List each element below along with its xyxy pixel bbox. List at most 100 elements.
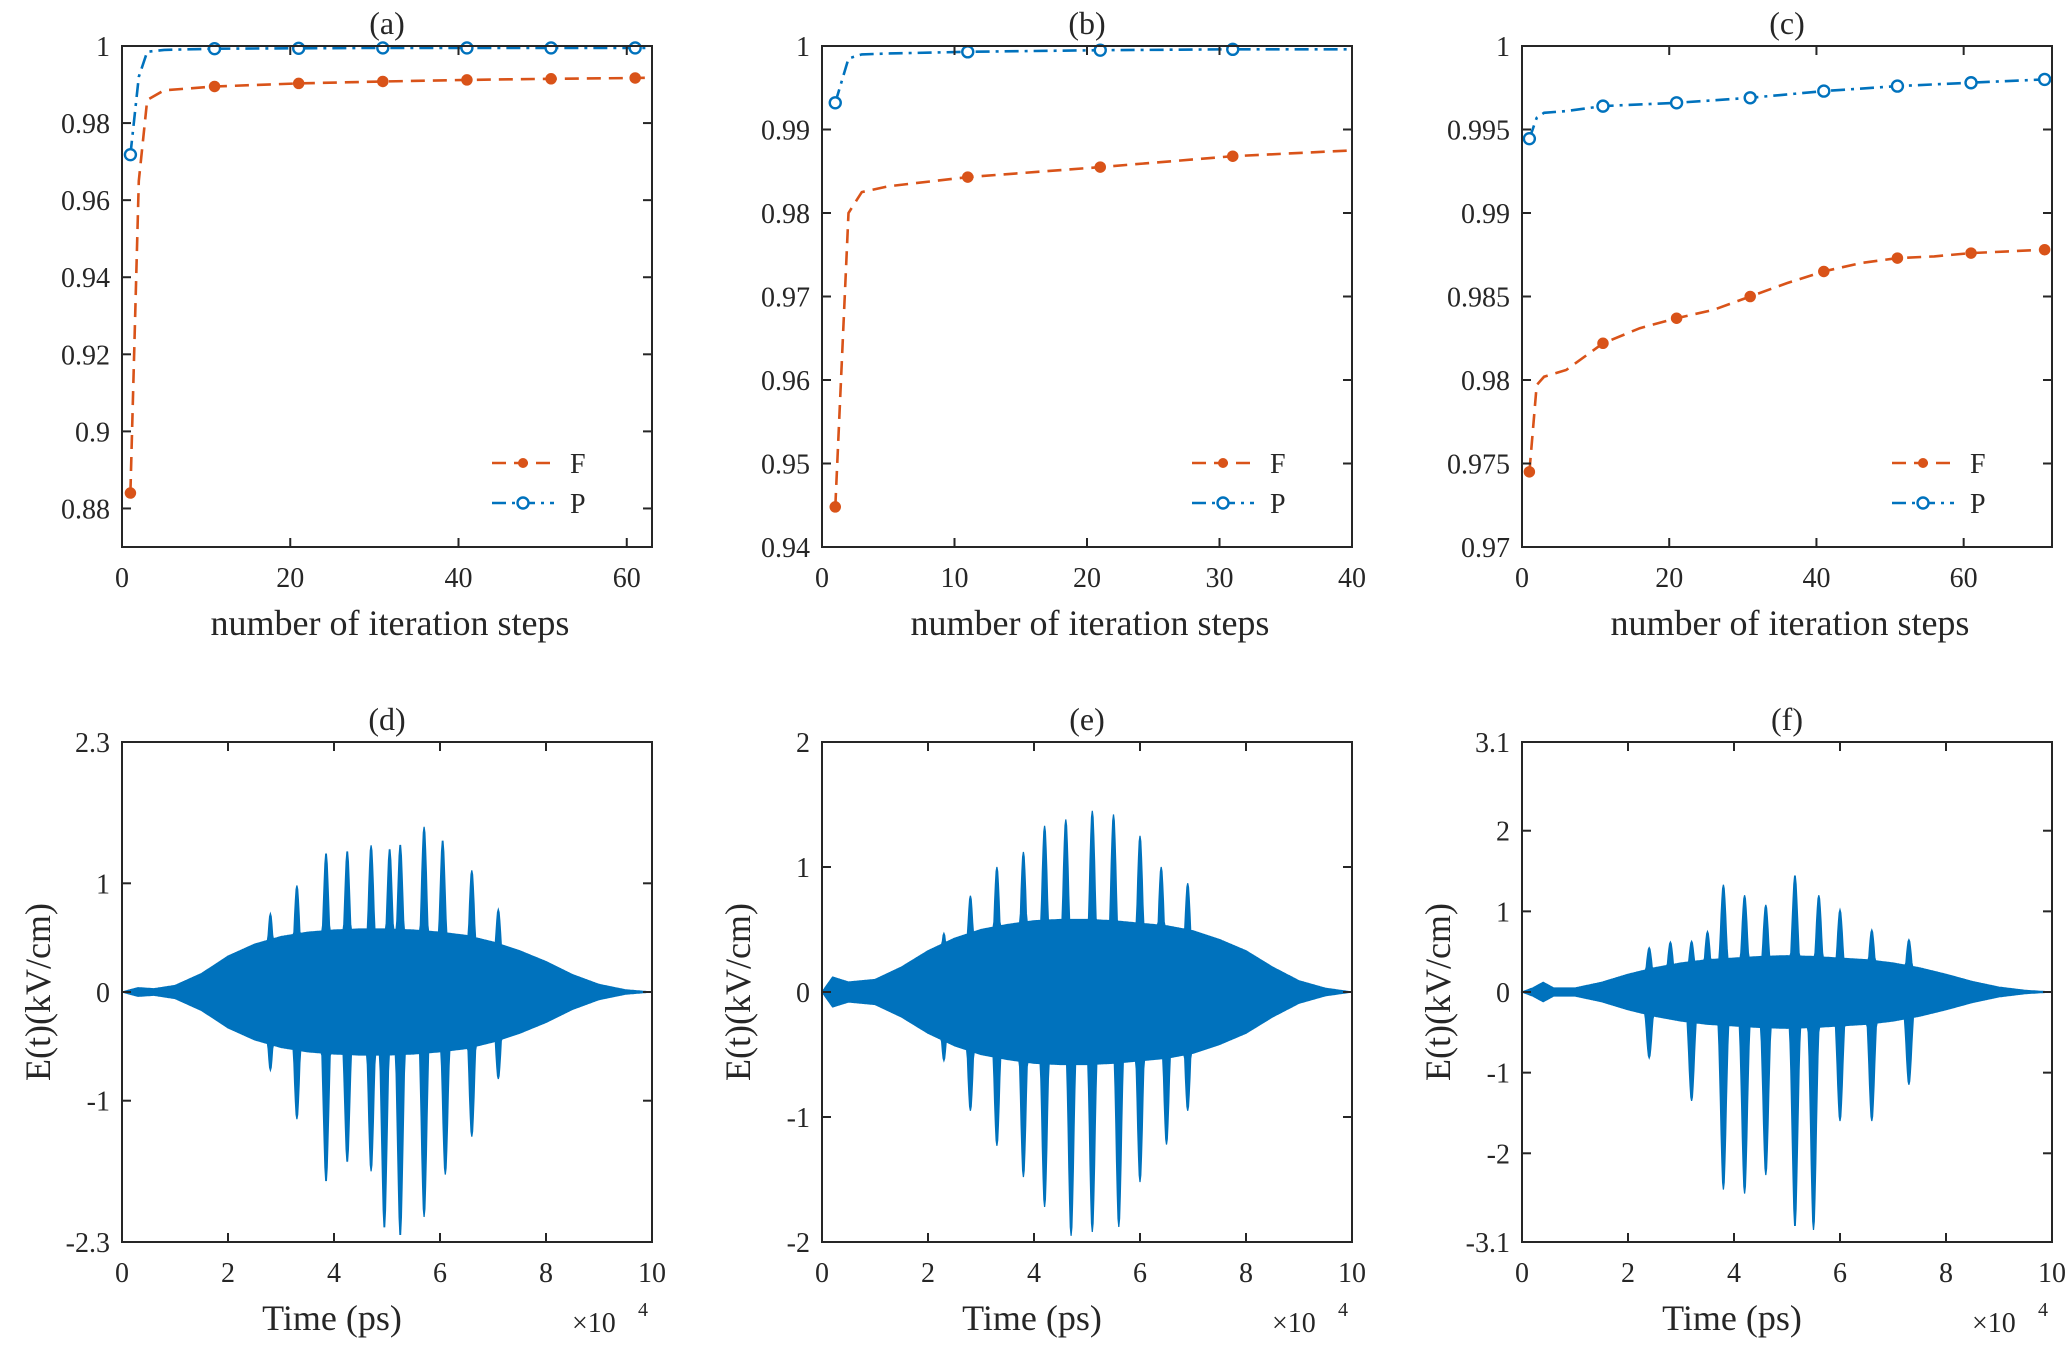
y-tick-label: 0.97 <box>1461 533 1510 564</box>
legend-label-P: P <box>1270 489 1286 520</box>
panel-title-c: (c) <box>1769 5 1805 41</box>
x-axis-label: number of iteration steps <box>1611 603 1970 643</box>
y-tick-label: -2 <box>787 1228 810 1259</box>
data-point-P <box>961 45 975 59</box>
y-tick-label: 1 <box>96 32 110 63</box>
x-tick-label: 30 <box>1206 563 1234 594</box>
legend-marker-F <box>1218 458 1228 468</box>
legend-label-F: F <box>1270 449 1286 480</box>
panel-title-d: (d) <box>368 701 405 737</box>
x-exponent-label: ×10 <box>1272 1308 1316 1339</box>
x-axis-label: Time (ps) <box>1662 1298 1802 1338</box>
x-tick-label: 6 <box>1133 1258 1147 1289</box>
x-axis-label: Time (ps) <box>262 1298 402 1338</box>
panel-b: 0 10 20 30 40 0.94 0.95 0.96 0.97 0.98 0.99 1 (b) num… <box>761 5 1366 643</box>
field-signal-f <box>1520 875 2052 1230</box>
x-tick-label: 0 <box>115 1258 129 1289</box>
y-tick-label: 1 <box>796 32 810 63</box>
x-tick-label: 10 <box>2038 1258 2066 1289</box>
data-point-P <box>828 96 842 110</box>
y-tick-label: 0.98 <box>761 199 810 230</box>
x-tick-label: 0 <box>115 563 129 594</box>
y-tick-label: 0 <box>1496 978 1510 1009</box>
legend-marker-F <box>1918 458 1928 468</box>
panel-title-b: (b) <box>1068 5 1105 41</box>
data-point-F <box>1744 290 1756 303</box>
y-tick-label: -2 <box>1487 1139 1510 1170</box>
y-tick-label: -2.3 <box>66 1228 110 1259</box>
data-point-F <box>1891 252 1904 264</box>
y-tick-label: 0.94 <box>761 533 810 564</box>
data-point-F <box>1670 312 1683 324</box>
y-tick-label: 1 <box>796 853 810 884</box>
x-tick-label: 60 <box>613 563 641 594</box>
series-line-F <box>1528 248 2045 472</box>
data-point-F <box>1597 337 1609 350</box>
x-tick-label: 2 <box>1621 1258 1635 1289</box>
x-tick-label: 40 <box>1802 563 1830 594</box>
data-point-P <box>1817 84 1831 98</box>
y-tick-label: 0.99 <box>1461 199 1510 230</box>
x-tick-label: 10 <box>1338 1258 1366 1289</box>
y-tick-label: 1 <box>1496 897 1510 928</box>
y-tick-label: 3.1 <box>1475 728 1510 759</box>
y-tick-label: 0.92 <box>61 340 110 371</box>
data-point-F <box>292 77 305 90</box>
y-tick-label: -3.1 <box>1466 1228 1510 1259</box>
x-tick-label: 8 <box>1239 1258 1253 1289</box>
x-tick-label: 4 <box>327 1258 341 1289</box>
y-tick-label: -1 <box>1487 1059 1510 1090</box>
data-point-P <box>544 41 558 55</box>
legend-label-F: F <box>1970 449 1986 480</box>
x-axis-label: number of iteration steps <box>911 603 1270 643</box>
x-axis-label: Time (ps) <box>962 1298 1102 1338</box>
x-tick-label: 8 <box>539 1258 553 1289</box>
data-point-P <box>1596 99 1610 113</box>
x-tick-label: 10 <box>638 1258 666 1289</box>
y-tick-label: 2 <box>796 728 810 759</box>
x-exponent: 4 <box>2038 1299 2048 1321</box>
series-line-P <box>834 48 1352 104</box>
x-exponent: 4 <box>638 1299 648 1321</box>
x-tick-label: 0 <box>1515 1258 1529 1289</box>
series-line-F <box>834 149 1352 507</box>
y-tick-label: -1 <box>87 1087 110 1118</box>
y-tick-label: 0.96 <box>61 186 110 217</box>
legend-marker-P <box>1216 496 1230 510</box>
y-tick-label: 0 <box>796 978 810 1009</box>
y-tick-label: 0.9 <box>75 417 110 448</box>
data-point-F <box>1818 265 1830 278</box>
legend-marker-F <box>518 458 528 468</box>
data-point-F <box>1227 150 1239 162</box>
y-tick-label: 0.94 <box>61 263 110 294</box>
y-tick-label: 0.98 <box>1461 366 1510 397</box>
data-point-F <box>545 73 557 85</box>
data-point-P <box>628 41 642 55</box>
x-tick-label: 10 <box>941 563 969 594</box>
series-line-P <box>1528 78 2045 140</box>
y-tick-label: 2.3 <box>75 728 110 759</box>
x-tick-label: 4 <box>1727 1258 1741 1289</box>
data-point-F <box>2038 243 2051 256</box>
y-tick-label: 0.99 <box>761 116 810 147</box>
y-tick-label: 1 <box>96 869 110 900</box>
data-point-F <box>962 171 974 183</box>
y-tick-label: 0.95 <box>761 450 810 481</box>
x-exponent: 4 <box>1338 1299 1348 1321</box>
x-tick-label: 40 <box>445 563 473 594</box>
y-axis-label: E(t)(kV/cm) <box>18 903 58 1081</box>
y-tick-label: 0.985 <box>1447 283 1510 314</box>
x-tick-label: 4 <box>1027 1258 1041 1289</box>
panel-c: 0 20 40 60 0.97 0.975 0.98 0.985 0.99 0.995 1 (c) nu… <box>1447 5 2053 643</box>
data-point-P <box>460 41 474 55</box>
panel-f: 0 2 4 6 8 10 -3.1 -2 -1 0 1 2 3.1 (f) Time (ps) ×10 4 E(t… <box>1418 701 2066 1339</box>
data-point-F <box>1523 466 1536 478</box>
data-point-F <box>1094 161 1106 173</box>
data-point-F <box>829 501 841 513</box>
data-point-F <box>629 72 641 84</box>
data-point-P <box>207 41 222 56</box>
x-tick-label: 20 <box>1655 563 1683 594</box>
x-tick-label: 2 <box>221 1258 235 1289</box>
x-tick-label: 2 <box>921 1258 935 1289</box>
